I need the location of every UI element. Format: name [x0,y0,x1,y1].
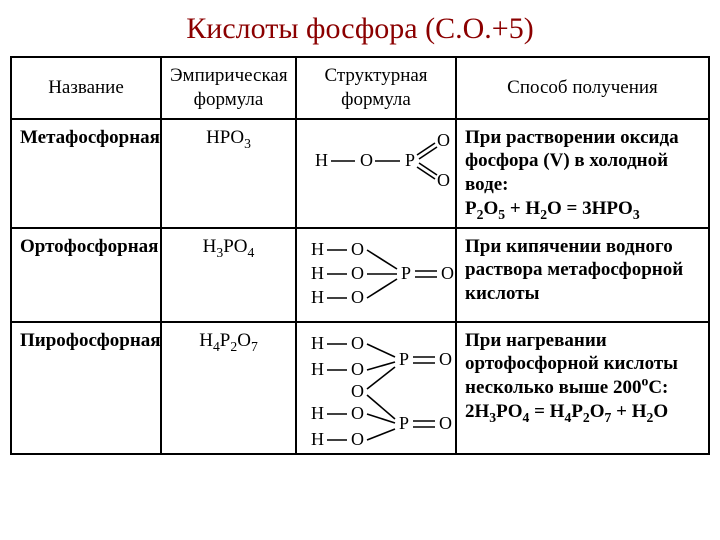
empirical-formula: H4P2O7 [161,322,296,454]
svg-text:H: H [315,150,328,170]
method-line: P2O5 + H2O = 3HPO3 [465,197,700,221]
svg-text:H: H [311,429,324,447]
table-header-row: Название Эмпирическая формула Структурна… [11,57,709,119]
svg-text:O: O [441,263,454,283]
method-line: При нагревании ортофосфорной кислоты нес… [465,329,700,400]
method-line: 2H3PO4 = H4P2O7 + H2O [465,400,700,424]
empirical-formula: H3PO4 [161,228,296,322]
table-row: ПирофосфорнаяH4P2O7HHHHOOOOOPPOOПри нагр… [11,322,709,454]
svg-text:P: P [405,150,415,170]
svg-text:P: P [401,263,411,283]
structure-diagram-icon: HOPOO [305,126,455,196]
col-header-method: Способ получения [456,57,709,119]
svg-text:P: P [399,413,409,433]
col-header-struct: Структурная формула [296,57,456,119]
method-line: При кипячении водного раствора метафосфо… [465,235,700,306]
structural-formula: HOPOO [296,119,456,228]
preparation-method: При кипячении водного раствора метафосфо… [456,228,709,322]
col-header-emp: Эмпирическая формула [161,57,296,119]
document-page: Кислоты фосфора (С.О.+5) Название Эмпири… [0,0,720,540]
col-header-name: Название [11,57,161,119]
structural-formula: HHHOOOPO [296,228,456,322]
svg-text:H: H [311,333,324,353]
svg-text:O: O [437,130,450,150]
svg-text:O: O [351,333,364,353]
acid-name: Пирофосфорная [11,322,161,454]
svg-text:O: O [351,381,364,401]
svg-text:O: O [360,150,373,170]
svg-text:O: O [351,239,364,259]
acid-name: Метафосфорная [11,119,161,228]
page-title: Кислоты фосфора (С.О.+5) [10,12,710,46]
svg-text:P: P [399,349,409,369]
method-line: При растворении оксида фосфора (V) в хол… [465,126,700,197]
svg-text:H: H [311,263,324,283]
structure-diagram-icon: HHHOOOPO [305,235,465,315]
acid-name: Ортофосфорная [11,228,161,322]
table-row: МетафосфорнаяHPO3HOPOOПри растворении ок… [11,119,709,228]
preparation-method: При нагревании ортофосфорной кислоты нес… [456,322,709,454]
svg-text:O: O [351,359,364,379]
svg-text:O: O [439,349,452,369]
svg-text:O: O [437,170,450,190]
svg-text:O: O [351,263,364,283]
svg-text:O: O [351,403,364,423]
structural-formula: HHHHOOOOOPPOO [296,322,456,454]
acids-table-body: МетафосфорнаяHPO3HOPOOПри растворении ок… [11,119,709,454]
structure-diagram-icon: HHHHOOOOOPPOO [305,329,465,447]
svg-text:O: O [351,287,364,307]
table-row: ОртофосфорнаяH3PO4HHHOOOPOПри кипячении … [11,228,709,322]
svg-text:O: O [351,429,364,447]
svg-text:H: H [311,403,324,423]
svg-text:H: H [311,359,324,379]
acids-table: Название Эмпирическая формула Структурна… [10,56,710,455]
svg-text:H: H [311,287,324,307]
preparation-method: При растворении оксида фосфора (V) в хол… [456,119,709,228]
svg-text:H: H [311,239,324,259]
svg-text:O: O [439,413,452,433]
empirical-formula: HPO3 [161,119,296,228]
